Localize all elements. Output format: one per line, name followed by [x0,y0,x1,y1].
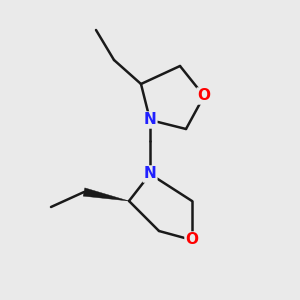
Polygon shape [83,188,129,201]
Text: N: N [144,167,156,182]
Text: O: O [185,232,199,247]
Text: O: O [197,88,211,104]
Text: N: N [144,112,156,128]
